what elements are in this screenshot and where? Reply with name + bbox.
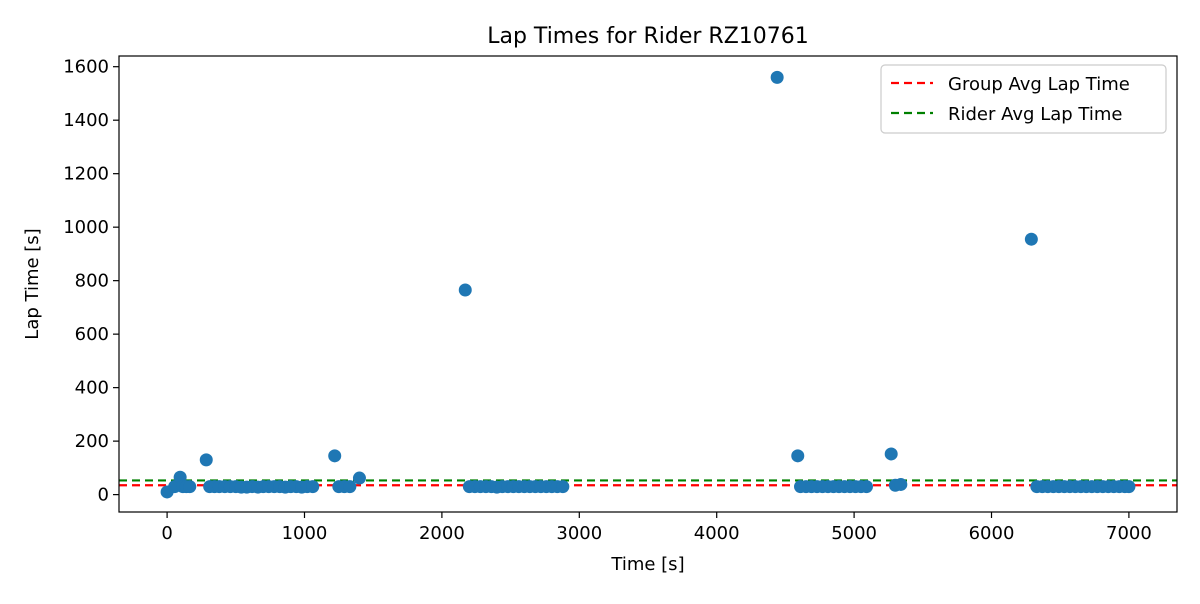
data-point — [1122, 480, 1136, 494]
x-axis-label: Time [s] — [610, 554, 684, 575]
plot-frame — [118, 55, 1178, 513]
y-axis-ticks: 0 200 400 600 800 1000 1200 1400 1600 — [63, 57, 119, 506]
legend-label-rider-avg: Rider Avg Lap Time — [948, 104, 1122, 125]
data-point — [328, 449, 342, 463]
y-tick-label: 800 — [75, 271, 109, 292]
data-point — [183, 480, 197, 494]
y-tick-label: 1200 — [63, 164, 109, 185]
y-axis-label: Lap Time [s] — [22, 228, 43, 339]
data-point — [306, 480, 320, 494]
data-point — [859, 480, 873, 494]
x-tick-label: 2000 — [419, 523, 465, 544]
y-tick-label: 1000 — [63, 217, 109, 238]
chart-title: Lap Times for Rider RZ10761 — [487, 24, 809, 49]
y-tick-label: 0 — [98, 485, 109, 506]
x-tick-label: 5000 — [831, 523, 877, 544]
y-tick-label: 1400 — [63, 110, 109, 131]
data-point — [1024, 232, 1038, 246]
x-tick-label: 7000 — [1106, 523, 1152, 544]
x-tick-label: 1000 — [282, 523, 328, 544]
data-point — [352, 471, 366, 485]
y-tick-label: 200 — [75, 431, 109, 452]
x-tick-label: 6000 — [969, 523, 1015, 544]
data-point — [884, 447, 898, 461]
y-tick-label: 400 — [75, 378, 109, 399]
data-point — [770, 70, 784, 84]
data-point — [556, 480, 570, 494]
data-point — [199, 453, 213, 467]
legend-box — [880, 64, 1167, 134]
data-points — [160, 70, 1136, 499]
x-tick-label: 0 — [161, 523, 172, 544]
x-tick-label: 3000 — [556, 523, 602, 544]
data-point — [894, 477, 908, 491]
y-tick-label: 1600 — [63, 57, 109, 78]
data-point — [791, 449, 805, 463]
legend: Group Avg Lap Time Rider Avg Lap Time — [880, 64, 1167, 134]
y-tick-label: 600 — [75, 324, 109, 345]
legend-label-group-avg: Group Avg Lap Time — [948, 74, 1130, 95]
x-tick-label: 4000 — [694, 523, 740, 544]
data-point — [458, 283, 472, 297]
data-point — [343, 480, 357, 494]
x-axis-ticks: 0 1000 2000 3000 4000 5000 6000 7000 — [161, 512, 1152, 544]
